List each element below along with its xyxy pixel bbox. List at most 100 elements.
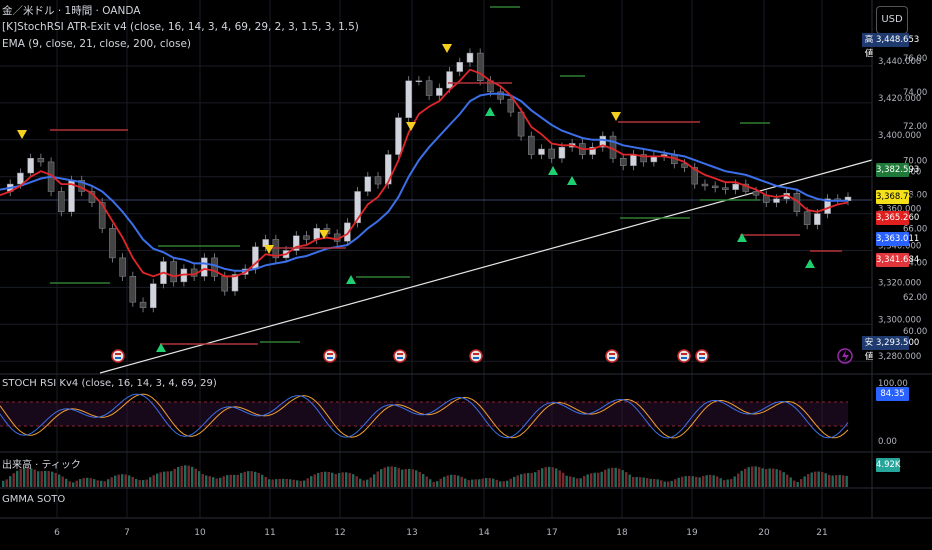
volume-bar <box>58 474 61 487</box>
economic-event-icon <box>605 349 619 363</box>
candle-body <box>507 98 515 113</box>
volume-bar <box>124 474 127 487</box>
candle-body <box>528 135 535 155</box>
volume-bar <box>506 480 509 487</box>
volume-bar <box>422 473 425 487</box>
time-axis[interactable]: 6 7 10 11 12 13 14 17 18 19 20 21 <box>54 528 828 538</box>
volume-bar <box>331 472 334 487</box>
price-axis[interactable]: 3,440.0003,420.0003,400.0003,380.0003,36… <box>878 54 927 447</box>
indicator-stochrsi-label[interactable]: [K]StochRSI ATR-Exit v4 (close, 16, 14, … <box>2 21 359 33</box>
volume-bar <box>2 480 5 487</box>
volume-bar <box>212 477 215 487</box>
candle-body <box>170 261 177 283</box>
volume-bar <box>520 474 523 487</box>
volume-bar <box>418 471 421 487</box>
volume-bar <box>103 481 106 487</box>
volume-bar <box>376 471 379 487</box>
volume-bar <box>194 468 197 487</box>
economic-event-icon-stripe <box>699 353 705 355</box>
volume-bar <box>313 474 316 487</box>
symbol-title[interactable]: 金／米ドル · 1時間 · OANDA <box>2 5 141 17</box>
volume-bar <box>807 474 810 487</box>
time-axis-label: 21 <box>816 528 827 538</box>
volume-bar <box>180 465 183 487</box>
volume-bar <box>789 477 792 487</box>
time-axis-label: 6 <box>54 528 60 538</box>
volume-bar <box>551 467 554 487</box>
candle-body <box>201 257 208 277</box>
volume-bar <box>467 480 470 487</box>
lightning-event-icon <box>837 348 853 364</box>
economic-event-icon-stripe <box>473 357 479 359</box>
volume-bar <box>614 467 617 487</box>
volume-bar <box>215 478 218 487</box>
volume-bar <box>121 474 124 487</box>
volume-bar <box>138 479 141 487</box>
volume-bar <box>646 478 649 487</box>
volume-bar <box>201 474 204 487</box>
volume-bar <box>663 481 666 487</box>
price-tag-green: 3,382.593 <box>876 163 920 177</box>
volume-bar <box>264 476 267 487</box>
candle-body <box>364 176 372 192</box>
volume-pane-title[interactable]: 出来高 · ティック <box>2 460 81 471</box>
candle-body <box>814 213 821 225</box>
volume-bar <box>733 476 736 487</box>
volume-bar <box>366 479 369 487</box>
volume-bar <box>502 481 505 487</box>
candle-body <box>456 62 464 72</box>
candle-body <box>803 211 811 225</box>
volume-bar <box>387 466 390 487</box>
candle-body <box>395 117 402 155</box>
volume-bar <box>380 469 383 487</box>
candle-body <box>446 71 453 89</box>
volume-bar <box>397 468 400 487</box>
volume-bar <box>586 474 589 487</box>
gmma-pane-title[interactable]: GMMA SOTO <box>2 494 66 505</box>
candle-body <box>313 228 320 240</box>
volume-bar <box>814 471 817 487</box>
volume-bar <box>761 468 764 487</box>
candle-body <box>497 91 504 100</box>
candle-body <box>150 283 157 308</box>
volume-bar <box>838 474 841 487</box>
price-tag-red-2: 3,341.684 <box>876 253 920 267</box>
volume-bar <box>401 469 404 487</box>
candle-body <box>27 158 34 174</box>
volume-bar <box>341 472 344 487</box>
secondary-axis-label: 66.00 <box>903 225 927 235</box>
event-markers <box>111 348 853 364</box>
buy-signal-marker <box>548 166 558 175</box>
volume-bar <box>30 468 33 487</box>
price-axis-label: 3,420.000 <box>878 94 921 104</box>
economic-event-icon-stripe <box>681 357 687 359</box>
volume-bar <box>555 468 558 487</box>
currency-button[interactable]: USD <box>876 6 908 34</box>
volume-bar <box>327 471 330 487</box>
indicator-ema-label[interactable]: EMA (9, close, 21, close, 200, close) <box>2 38 191 50</box>
volume-bar <box>345 472 348 487</box>
volume-bar <box>688 475 691 487</box>
economic-event-icon-stripe <box>681 353 687 355</box>
secondary-axis-label: 60.00 <box>903 327 927 337</box>
volume-bar <box>730 479 733 487</box>
volume-bar <box>737 473 740 487</box>
candle-body <box>548 148 555 159</box>
volume-bar <box>159 472 162 487</box>
candle-body <box>722 187 729 190</box>
signal-markers <box>17 44 815 352</box>
volume-bar <box>299 480 302 487</box>
stoch-pane-title[interactable]: STOCH RSI Kv4 (close, 16, 14, 3, 4, 69, … <box>2 378 217 389</box>
candle-body <box>773 198 780 203</box>
candle-body <box>384 154 392 185</box>
price-axis-label: 3,440.000 <box>878 57 921 67</box>
volume-bar <box>691 476 694 487</box>
volume-bar <box>541 468 544 487</box>
volume-bar <box>803 476 806 487</box>
buy-signal-marker <box>737 233 747 242</box>
volume-bar <box>509 478 512 487</box>
candle-body <box>129 276 137 303</box>
volume-bar <box>817 471 820 487</box>
volume-bar <box>110 477 113 487</box>
